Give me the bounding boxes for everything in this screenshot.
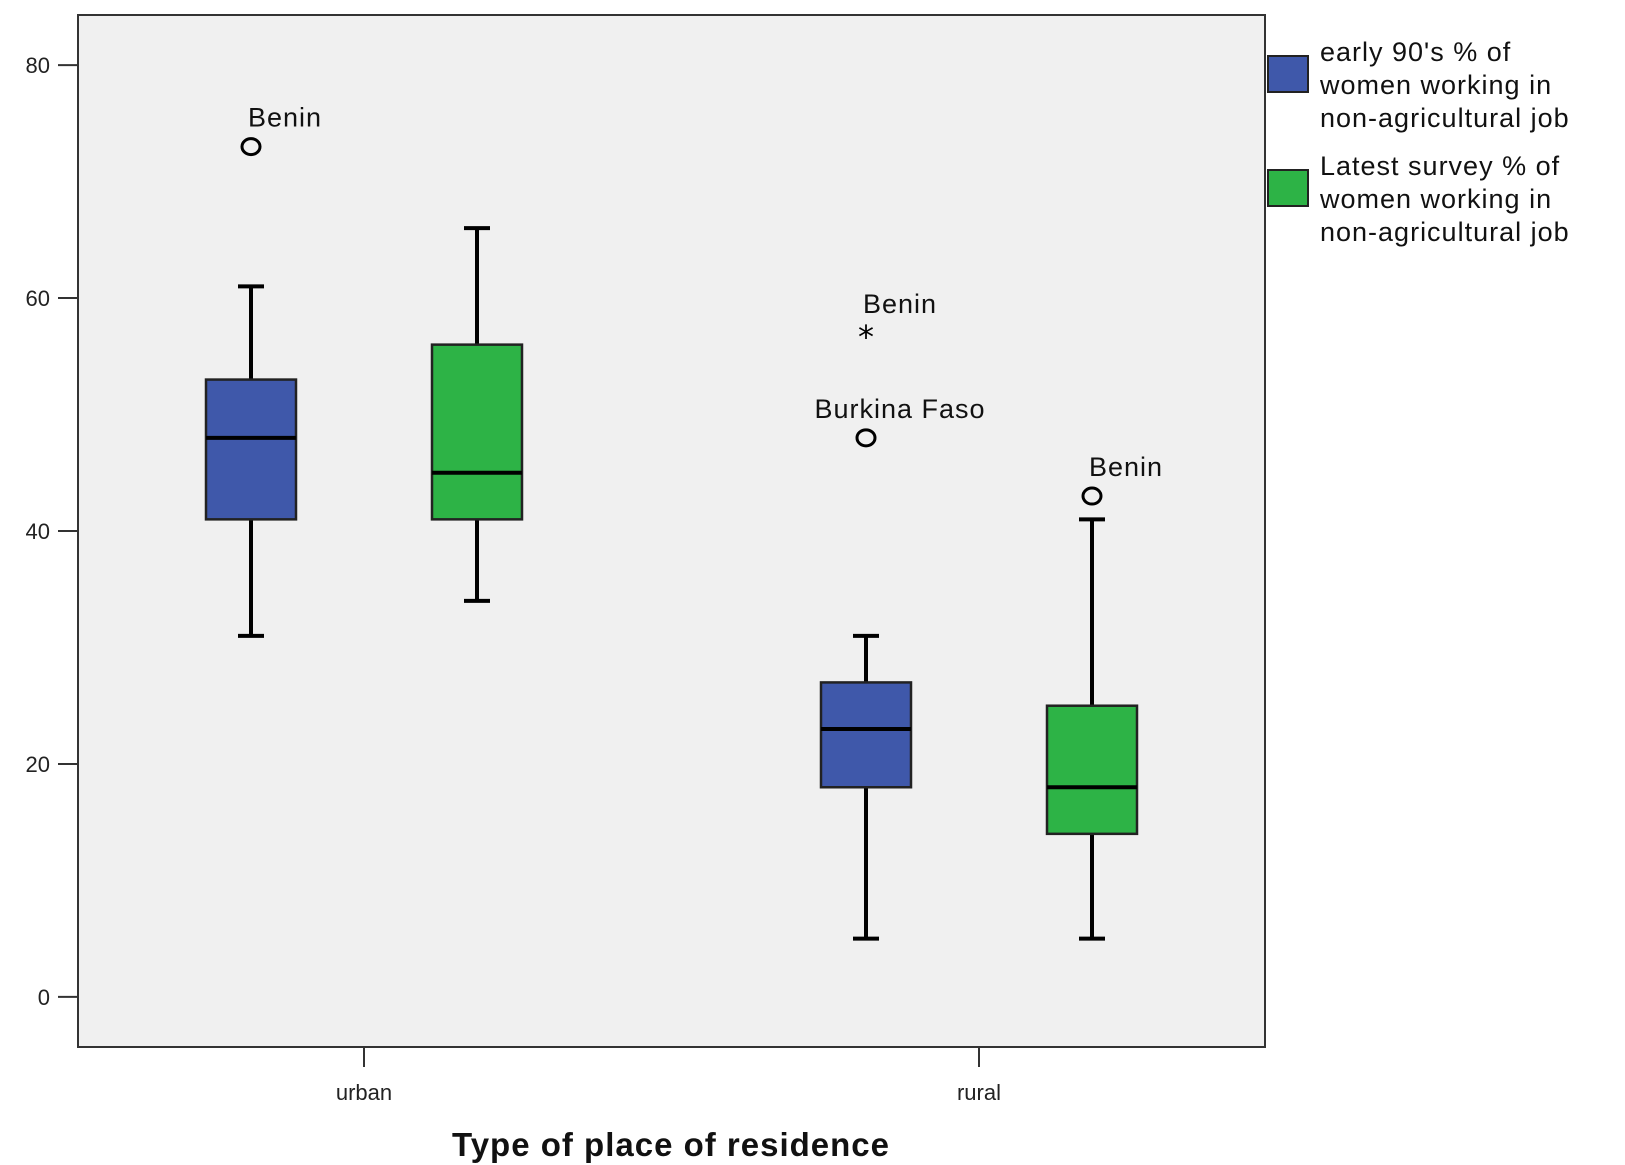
- y-tick-label: 40: [26, 519, 50, 544]
- box-early90s-rural: *Benin Burkina Faso: [814, 289, 985, 941]
- outlier-marker: [1081, 486, 1103, 506]
- box-latest-rural: Benin: [1045, 452, 1163, 941]
- outlier-label: Benin: [248, 103, 322, 133]
- outlier-label: Benin: [863, 289, 937, 319]
- legend-label-line: Latest survey % of: [1320, 151, 1560, 181]
- x-category-label: urban: [336, 1080, 392, 1105]
- x-category-label: rural: [957, 1080, 1001, 1105]
- legend-swatch: [1267, 55, 1309, 93]
- box-iqr: [204, 378, 298, 521]
- plot-area: [77, 14, 1266, 1048]
- outlier-marker: [855, 428, 877, 448]
- box-iqr: [1045, 704, 1139, 836]
- outlier-label: Burkina Faso: [814, 394, 985, 424]
- y-tick-label: 0: [38, 985, 50, 1010]
- legend-label-line: early 90's % of: [1320, 37, 1511, 67]
- y-tick-label: 20: [26, 752, 50, 777]
- box-early90s-urban: Benin: [204, 103, 322, 638]
- legend-swatch: [1267, 169, 1309, 207]
- legend-label-line: women working in: [1319, 184, 1552, 214]
- x-axis-title: Type of place of residence: [452, 1126, 890, 1163]
- y-tick-label: 60: [26, 286, 50, 311]
- box-iqr: [430, 343, 524, 521]
- legend-label-line: women working in: [1319, 70, 1552, 100]
- outlier-marker: [240, 137, 262, 157]
- box-latest-urban: [430, 226, 524, 603]
- extreme-outlier-marker: *: [858, 318, 874, 356]
- outlier-label: Benin: [1089, 452, 1163, 482]
- y-tick-label: 80: [26, 53, 50, 78]
- x-axis: urban rural: [336, 1047, 1001, 1105]
- legend-label-line: non-agricultural job: [1320, 103, 1570, 133]
- box-iqr: [819, 681, 913, 789]
- y-axis: 0 20 40 60 80: [26, 53, 78, 1010]
- legend-label-line: non-agricultural job: [1320, 217, 1570, 247]
